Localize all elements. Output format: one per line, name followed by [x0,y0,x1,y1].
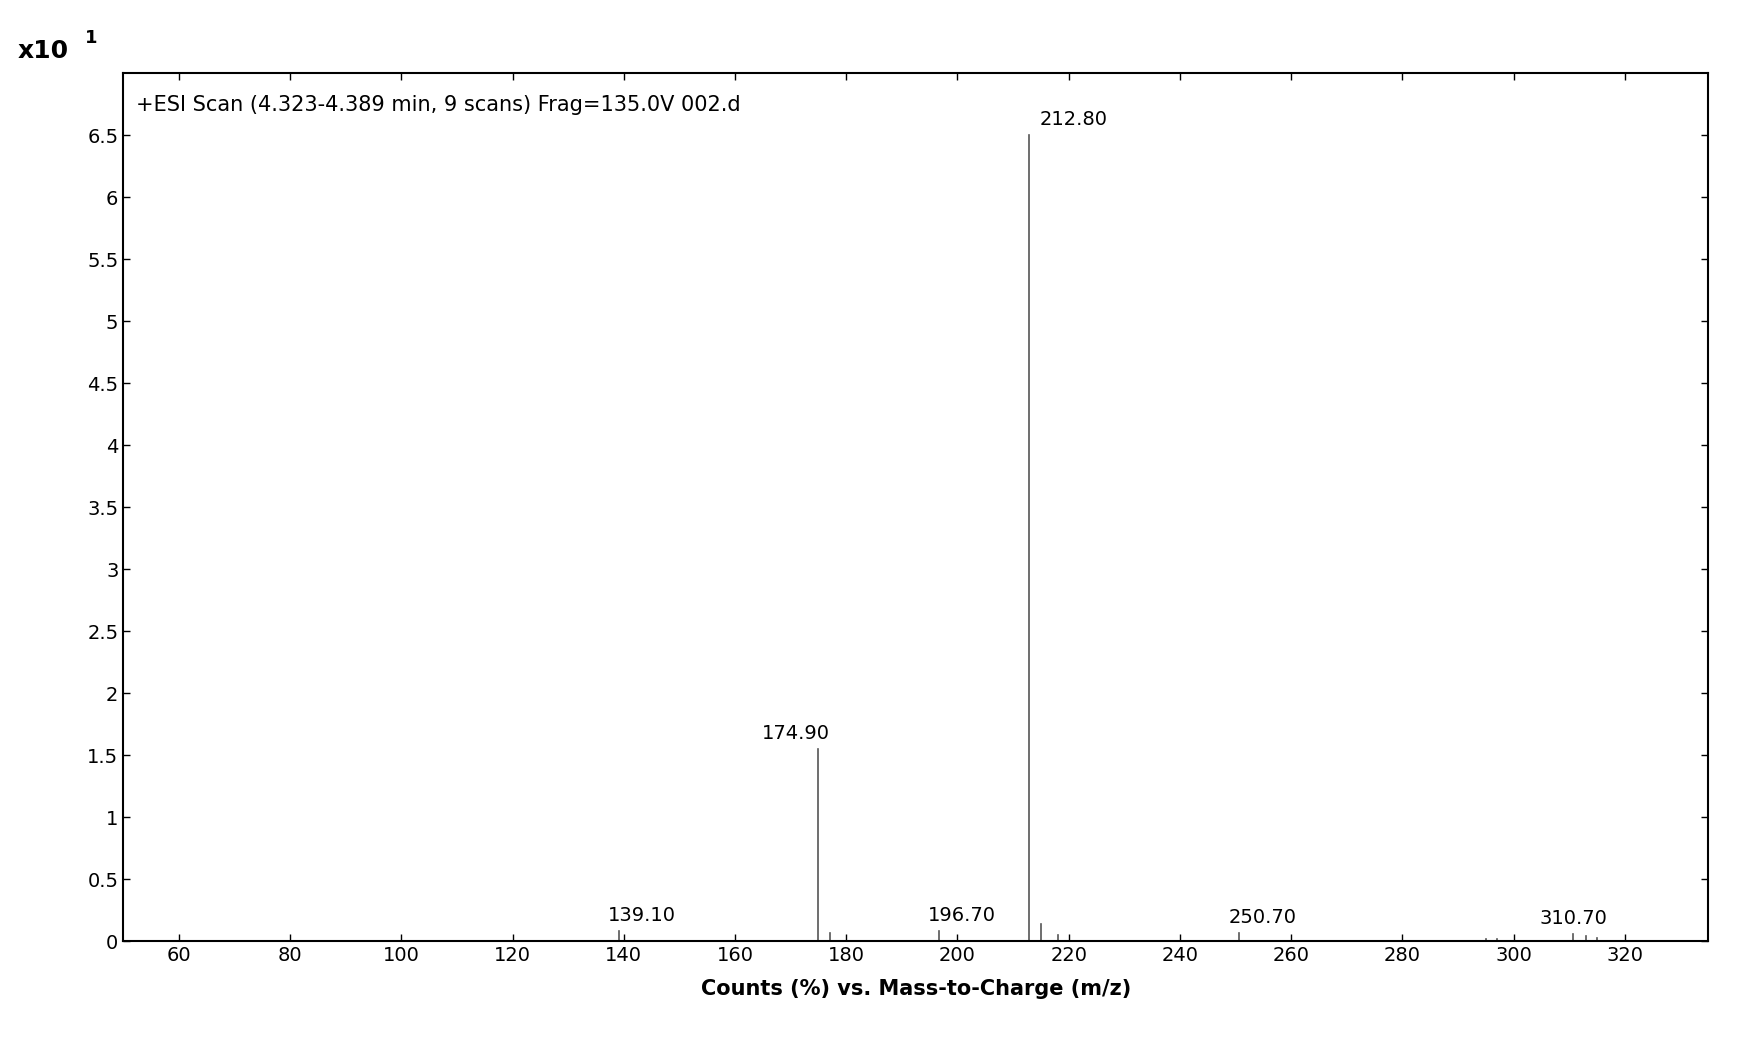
X-axis label: Counts (%) vs. Mass-to-Charge (m/z): Counts (%) vs. Mass-to-Charge (m/z) [701,979,1131,999]
Text: 139.10: 139.10 [608,906,676,926]
Text: 310.70: 310.70 [1539,909,1608,928]
Text: +ESI Scan (4.323-4.389 min, 9 scans) Frag=135.0V 002.d: +ESI Scan (4.323-4.389 min, 9 scans) Fra… [136,95,741,115]
Text: 212.80: 212.80 [1039,110,1108,129]
Text: 196.70: 196.70 [928,906,997,926]
Text: x10: x10 [18,39,69,63]
Text: 250.70: 250.70 [1227,908,1296,927]
Text: 1: 1 [85,29,97,47]
Text: 174.90: 174.90 [763,724,829,743]
